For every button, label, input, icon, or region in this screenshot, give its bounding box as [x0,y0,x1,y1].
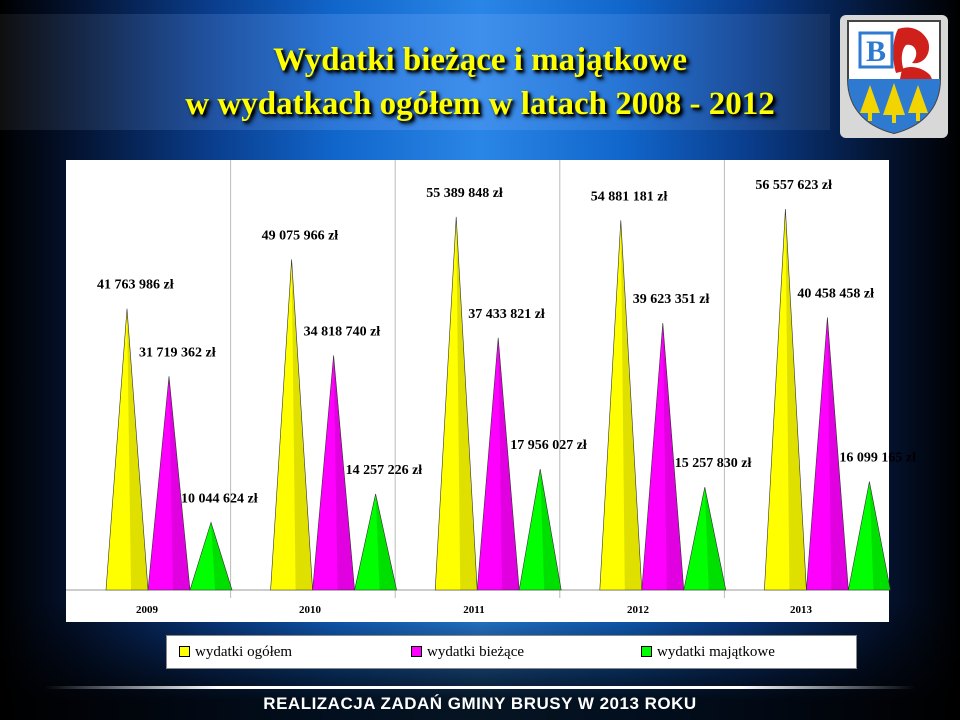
cone-bar-shade [785,208,807,590]
legend-item-capital: wydatki majątkowe [641,644,775,660]
cone-bar [764,208,807,591]
data-label: 39 623 351 zł [633,292,710,307]
cone-bar-shade [704,487,726,590]
footer-text: REALIZACJA ZADAŃ GMINY BRUSY W 2013 ROKU [263,694,697,713]
cone-bar-shade [291,259,313,590]
data-label: 40 458 458 zł [797,286,874,301]
cone-bar-shade [869,481,891,590]
data-label: 56 557 623 zł [755,178,832,193]
cone-bar-shade [333,355,355,590]
cone-bar [189,521,233,591]
cone-bar-shade [540,469,562,590]
cone-bar [683,487,727,591]
cone-bar-shade [620,220,642,590]
data-label: 41 763 986 zł [97,278,174,293]
x-axis-band [66,592,889,622]
data-label: 14 257 226 zł [346,463,423,478]
cone-bar [599,220,643,591]
cone-bar [641,323,685,591]
cone-bar [476,337,520,591]
legend-swatch-capital [641,646,652,658]
legend-label-capital: wydatki majątkowe [657,644,775,660]
legend-item-total: wydatki ogółem [179,644,292,660]
coat-of-arms-icon: B [840,15,948,138]
data-label: 34 818 740 zł [304,324,381,339]
legend-swatch-total [179,646,190,658]
data-label: 54 881 181 zł [591,189,668,204]
data-label: 31 719 362 zł [139,345,216,360]
x-tick-label: 2012 [627,604,649,616]
cone-bar-shade [127,308,148,590]
cone-bar-shade [169,376,190,590]
slide-title-line-1: Wydatki bieżące i majątkowe [273,42,687,78]
data-label: 17 956 027 zł [510,438,587,453]
cone-bar-shade [211,522,232,590]
cone-bar [312,355,355,591]
cone-bar-shade [498,337,520,590]
cone-bar [806,317,849,591]
crest-letter: B [866,35,886,68]
cone-bar-shade [375,493,397,590]
chart-plot-area [66,160,889,592]
slide-title-line-2: w wydatkach ogółem w latach 2008 - 2012 [185,86,775,122]
cone-bar [147,376,191,591]
x-tick-label: 2009 [136,604,158,616]
cone-bar-shade [662,323,684,590]
x-tick-label: 2010 [299,604,321,616]
cone-bar-shade [456,216,478,590]
cone-bar [270,259,313,591]
data-label: 49 075 966 zł [262,228,339,243]
cone-bar [848,481,891,591]
data-label: 15 257 830 zł [675,456,752,471]
chart-legend: wydatki ogółem wydatki bieżące wydatki m… [166,635,857,669]
footer-rule [45,686,915,689]
cone-bar [354,493,397,591]
data-label: 10 044 624 zł [181,491,258,506]
title-band [0,14,830,130]
data-label: 55 389 848 zł [426,186,503,201]
cone-bar [434,216,478,591]
legend-swatch-current [411,646,422,658]
data-label: 37 433 821 zł [468,307,545,322]
legend-label-current: wydatki bieżące [427,644,525,660]
x-tick-label: 2011 [463,604,485,616]
legend-label-total: wydatki ogółem [195,644,293,660]
cone-bar [105,308,149,591]
x-tick-label: 2013 [790,604,812,616]
data-label: 16 099 165 zł [839,451,916,466]
legend-item-current: wydatki bieżące [411,644,524,660]
cone-bar-shade [827,317,849,590]
cone-bar [518,468,562,591]
